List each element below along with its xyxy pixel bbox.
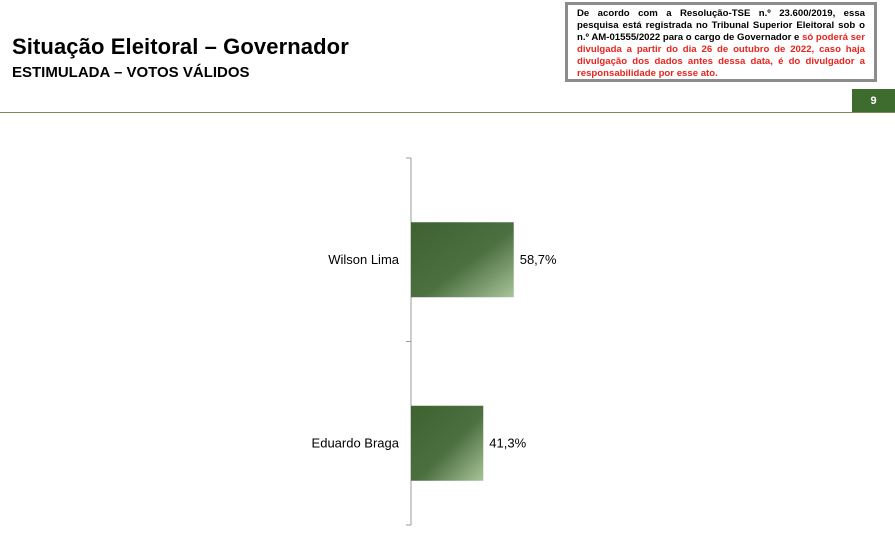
page-number-badge: 9: [852, 89, 895, 112]
value-label: 58,7%: [520, 252, 557, 267]
category-label: Eduardo Braga: [312, 435, 400, 450]
bar: [411, 222, 514, 298]
page-subtitle: ESTIMULADA – VOTOS VÁLIDOS: [12, 64, 250, 81]
bar: [411, 405, 484, 481]
notice-text-cont: para o cargo de Governador e: [660, 32, 803, 43]
header-divider: [0, 112, 895, 113]
notice-warning-text: só poderá ser divulgada a partir do dia …: [577, 32, 865, 79]
page-title: Situação Eleitoral – Governador: [12, 34, 349, 59]
category-label: Wilson Lima: [328, 252, 400, 267]
chart-bars: Wilson Lima 58,7% Eduardo Braga 41,3%: [312, 222, 557, 481]
notice-registration-number: AM-01555/2022: [591, 32, 661, 43]
legal-notice-box: De acordo com a Resolução-TSE n.º 23.600…: [565, 2, 877, 82]
notice-text: De acordo com a Resolução-TSE n.º 23.600…: [577, 8, 865, 43]
chart-axis: [406, 157, 412, 526]
value-label: 41,3%: [489, 435, 526, 450]
